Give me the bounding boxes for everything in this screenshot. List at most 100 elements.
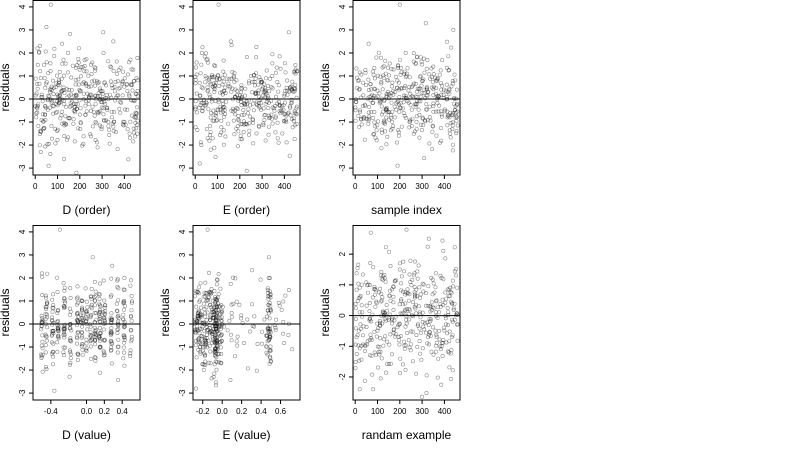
data-point bbox=[204, 298, 209, 303]
data-point bbox=[404, 330, 409, 335]
data-point bbox=[356, 78, 361, 83]
data-point bbox=[197, 340, 202, 345]
data-point bbox=[202, 290, 207, 295]
data-point bbox=[229, 338, 234, 343]
data-point bbox=[221, 128, 226, 133]
data-point bbox=[454, 87, 459, 92]
data-point bbox=[210, 337, 215, 342]
data-point bbox=[396, 130, 401, 135]
data-point bbox=[62, 326, 67, 331]
data-point bbox=[211, 330, 216, 335]
data-point bbox=[418, 55, 423, 60]
data-point bbox=[391, 300, 396, 305]
data-point bbox=[423, 303, 428, 308]
data-point bbox=[122, 303, 127, 308]
data-point bbox=[370, 101, 375, 106]
data-point bbox=[55, 127, 60, 132]
data-point bbox=[50, 349, 55, 354]
data-point bbox=[47, 87, 52, 92]
data-point bbox=[203, 80, 208, 85]
data-point bbox=[120, 79, 125, 84]
data-point bbox=[405, 66, 410, 71]
data-point bbox=[38, 128, 43, 133]
data-point bbox=[264, 333, 269, 338]
data-point bbox=[353, 366, 358, 371]
data-point bbox=[44, 305, 49, 310]
data-point bbox=[268, 358, 273, 363]
data-point bbox=[365, 283, 370, 288]
data-point bbox=[217, 84, 222, 89]
data-point bbox=[214, 315, 219, 320]
data-point bbox=[205, 327, 210, 332]
data-point bbox=[421, 324, 426, 329]
data-point bbox=[431, 101, 436, 106]
data-point bbox=[394, 140, 399, 145]
data-point bbox=[268, 292, 273, 297]
data-point bbox=[233, 276, 238, 281]
data-point bbox=[450, 301, 455, 306]
data-point bbox=[85, 309, 90, 314]
data-point bbox=[248, 329, 253, 334]
data-point bbox=[267, 275, 272, 280]
data-point bbox=[198, 281, 203, 286]
x-tick-label: 100 bbox=[51, 182, 65, 191]
data-point bbox=[49, 318, 54, 323]
data-point bbox=[426, 303, 431, 308]
data-point bbox=[51, 306, 56, 311]
data-point bbox=[452, 72, 457, 77]
data-point bbox=[76, 56, 81, 61]
data-point bbox=[379, 356, 384, 361]
data-point bbox=[135, 55, 140, 60]
data-point bbox=[404, 227, 409, 232]
data-point bbox=[452, 269, 457, 274]
data-point bbox=[86, 98, 91, 103]
data-point bbox=[61, 330, 66, 335]
data-point bbox=[193, 327, 198, 332]
data-point bbox=[68, 356, 73, 361]
data-point bbox=[390, 318, 395, 323]
data-point bbox=[69, 339, 74, 344]
data-point bbox=[35, 106, 40, 111]
data-point bbox=[412, 304, 417, 309]
data-point bbox=[263, 112, 268, 117]
data-point bbox=[135, 89, 140, 94]
data-point bbox=[398, 65, 403, 70]
data-point bbox=[428, 319, 433, 324]
data-point bbox=[83, 347, 88, 352]
data-point bbox=[39, 271, 44, 276]
data-point bbox=[397, 321, 402, 326]
data-point bbox=[118, 85, 123, 90]
data-point bbox=[99, 127, 104, 132]
data-point bbox=[371, 132, 376, 137]
data-point bbox=[67, 116, 72, 121]
data-point bbox=[450, 112, 455, 117]
data-point bbox=[194, 91, 199, 96]
data-point bbox=[109, 347, 114, 352]
data-point bbox=[214, 326, 219, 331]
data-point bbox=[256, 104, 261, 109]
data-point bbox=[380, 109, 385, 114]
data-point bbox=[449, 334, 454, 339]
data-point bbox=[209, 329, 214, 334]
data-point bbox=[454, 311, 459, 316]
data-point bbox=[208, 115, 213, 120]
data-point bbox=[210, 341, 215, 346]
y-tick-label: 0 bbox=[338, 313, 347, 318]
data-point bbox=[35, 62, 40, 67]
data-point bbox=[266, 326, 271, 331]
data-point bbox=[218, 340, 223, 345]
data-point bbox=[266, 255, 271, 260]
data-point bbox=[266, 124, 271, 129]
data-point bbox=[448, 285, 453, 290]
data-point bbox=[405, 291, 410, 296]
data-point bbox=[387, 312, 392, 317]
data-point bbox=[203, 353, 208, 358]
data-point bbox=[116, 68, 121, 73]
data-point bbox=[273, 327, 278, 332]
data-point bbox=[421, 289, 426, 294]
data-point bbox=[102, 80, 107, 85]
data-point bbox=[430, 129, 435, 134]
data-point bbox=[109, 361, 114, 366]
data-point bbox=[270, 74, 275, 79]
data-point bbox=[39, 313, 44, 318]
